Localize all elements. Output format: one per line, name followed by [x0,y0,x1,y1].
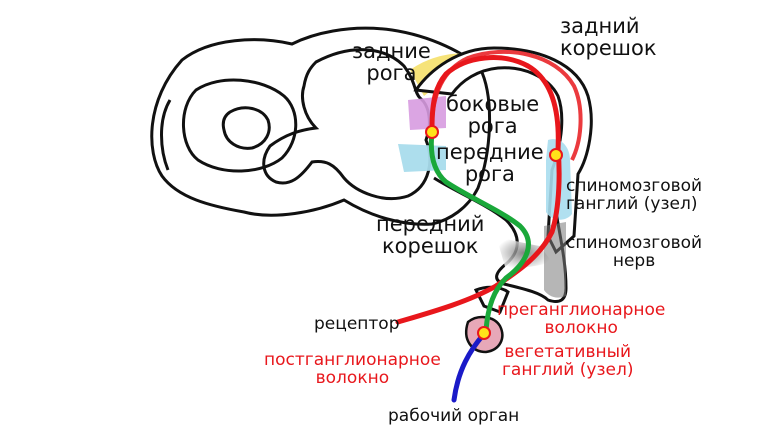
spinal-nerve-trunk [496,236,552,270]
label-effector: рабочий орган [388,406,520,426]
central-region [182,78,298,173]
label-anterior-root: передний корешок [376,212,485,259]
autonomic-neuron-body [477,326,491,340]
label-spinal-nerve: спиномозговой нерв [566,233,703,271]
label-autonomic-ganglion: вегетативный ганглий (узел) [502,342,634,380]
lateral-horn-highlight [408,96,446,130]
spinal-nerve-fill [544,222,566,298]
label-spinal-ganglion: спиномозговой ганглий (узел) [566,176,703,214]
dorsal-root-outline [413,46,593,255]
interneuron-body [425,125,439,139]
label-posterior-horns: задние рога [352,39,431,86]
label-postganglionic-fiber: постганглионарное волокно [264,350,441,388]
median-fissure [160,99,172,171]
label-preganglionic-fiber: преганглионарное волокно [497,300,666,338]
label-anterior-horns: передние рога [436,140,544,187]
label-receptor: рецептор [314,314,400,334]
label-lateral-horns: боковые рога [446,92,540,139]
label-dorsal-root: задний корешок [560,14,657,61]
sensory-dorsal-arc [430,49,583,161]
preganglionic-pathway [428,129,531,333]
sensory-neuron-body [549,148,563,162]
